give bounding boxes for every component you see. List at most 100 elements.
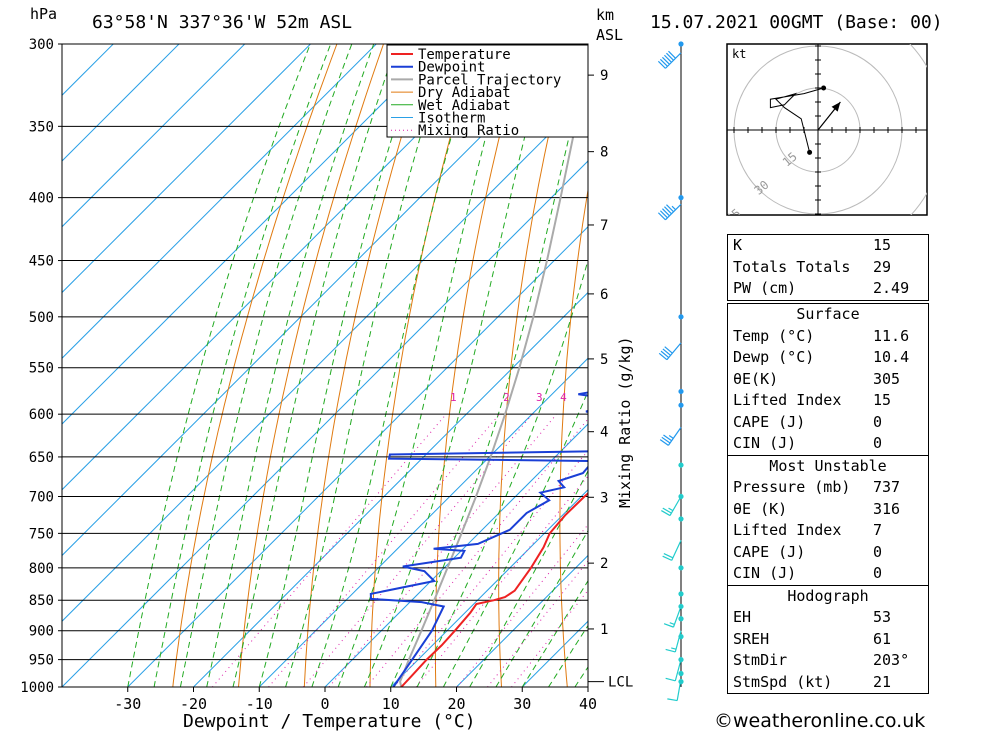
location-title: 63°58'N 337°36'W 52m ASL	[92, 12, 352, 33]
km-unit-label: km	[596, 6, 614, 24]
stat-value: 15	[873, 236, 892, 254]
isotherm-line	[456, 554, 588, 687]
temp-tick-label: 40	[579, 695, 597, 713]
legend-label: Mixing Ratio	[418, 123, 519, 139]
mixing-ratio-line	[393, 449, 588, 687]
km-tick-label: 7	[600, 218, 608, 234]
wind-barb-feather	[668, 50, 676, 59]
wet-adiabat-line	[258, 44, 423, 687]
mixing-ratio-tick-label: 1	[450, 391, 457, 404]
stat-label: K	[733, 236, 743, 254]
wind-level-dot	[678, 670, 684, 677]
wind-barb-feather	[663, 553, 674, 559]
wind-barb-feather	[665, 677, 676, 682]
isotherm-line	[390, 489, 588, 687]
wind-barb-feather	[661, 436, 671, 444]
wind-barb-staff	[674, 659, 682, 682]
hodograph-unit-label: kt	[732, 47, 746, 61]
wind-barb-feather	[657, 212, 666, 221]
isotherm-line	[62, 44, 311, 294]
stat-label: Pressure (mb)	[733, 478, 851, 496]
km-tick-label: 6	[600, 287, 608, 303]
wind-barb-feather	[664, 54, 672, 63]
pressure-tick-label: 800	[29, 561, 54, 577]
stat-label: CAPE (J)	[733, 412, 806, 431]
stat-label: Lifted Index	[733, 391, 842, 409]
skewt-axes: 3003504004505005506006507007508008509009…	[20, 37, 633, 713]
skewt-grid: 12346810152025	[62, 44, 1000, 687]
wind-barb-feather	[665, 648, 676, 653]
stat-value: 61	[873, 629, 892, 648]
mixing-ratio-tick-label: 6	[595, 391, 602, 404]
stat-row: CAPE (J) 0	[728, 412, 928, 434]
wind-barb-feather	[669, 622, 675, 626]
stat-row: EH 53	[728, 607, 928, 629]
stat-value: 316	[873, 499, 901, 518]
skewt-profiles	[369, 65, 588, 687]
wet-adiabat-line	[337, 44, 512, 687]
isotherm-line	[62, 44, 443, 425]
km-tick-label: 9	[600, 68, 608, 84]
isotherm-line	[127, 226, 588, 687]
pressure-tick-label: 600	[29, 407, 54, 423]
wind-barb-feather	[663, 434, 673, 442]
stat-row: Temp (°C) 11.6	[728, 326, 928, 348]
stat-value: 21	[873, 672, 892, 691]
wet-adiabat-line	[285, 44, 450, 687]
isotherm-line	[62, 44, 180, 162]
temperature-line	[400, 492, 588, 687]
dry-adiabat-line	[677, 44, 710, 687]
wind-level-dot	[678, 314, 684, 320]
mixing-ratio-tick-label: 3	[536, 391, 543, 404]
temp-tick-label: 20	[447, 695, 465, 713]
stat-value: 15	[873, 391, 892, 409]
credit-text[interactable]: ©weatheronline.co.uk	[714, 710, 925, 732]
hodograph-ring-label: 45	[723, 206, 743, 226]
stat-row: StmSpd (kt) 21	[728, 672, 928, 694]
stat-value: 2.49	[873, 279, 910, 297]
plot-border	[61, 43, 589, 688]
wind-profile	[657, 41, 684, 702]
temp-tick-label: -30	[114, 695, 141, 713]
stat-label: θE (K)	[733, 499, 788, 518]
stat-label: StmSpd (kt)	[733, 672, 833, 691]
temp-tick-label: 10	[382, 695, 400, 713]
x-axis-label: Dewpoint / Temperature (°C)	[183, 711, 476, 732]
parcel-trajectory-line	[399, 65, 588, 687]
copyright-icon: ©	[714, 710, 733, 732]
wind-barb-feather	[659, 210, 668, 219]
wind-level-dot	[678, 41, 684, 47]
stat-row: CIN (J) 0	[728, 433, 928, 455]
legend-label: Dry Adiabat	[418, 85, 511, 101]
stat-value: 203°	[873, 651, 910, 669]
isotherm-line	[62, 160, 588, 687]
dry-adiabat-line	[940, 44, 1000, 687]
wind-barb-feather	[663, 623, 674, 628]
hodograph-start-dot	[807, 149, 813, 155]
stat-value: 305	[873, 369, 901, 388]
wind-level-dot	[678, 402, 684, 408]
stat-row: CAPE (J) 0	[728, 542, 928, 564]
stat-label: CIN (J)	[733, 434, 797, 452]
temp-tick-label: 0	[320, 695, 329, 713]
wind-barb-feather	[666, 204, 674, 213]
stat-row: SREH 61	[728, 629, 928, 651]
stat-row: θE (K) 316	[728, 499, 928, 521]
pressure-tick-label: 550	[29, 361, 54, 377]
wind-barb-feather	[666, 52, 674, 61]
wind-barb-staff	[667, 427, 682, 446]
wet-adiabat-line	[179, 44, 353, 687]
wind-barb-feather	[664, 346, 673, 354]
wind-barb-staff	[672, 606, 682, 628]
stats-table-surface: Surface Temp (°C) 11.6 Dewp (°C) 10.4 θE(K…	[727, 303, 929, 694]
wind-barb-staff	[674, 630, 682, 653]
wind-level-dot	[678, 565, 684, 571]
wind-level-dot	[678, 591, 684, 597]
isotherm-line	[193, 291, 588, 687]
stat-label: SREH	[733, 629, 770, 648]
credit-link[interactable]: weatheronline.co.uk	[733, 710, 926, 732]
stat-row-k: K 15	[728, 235, 928, 257]
